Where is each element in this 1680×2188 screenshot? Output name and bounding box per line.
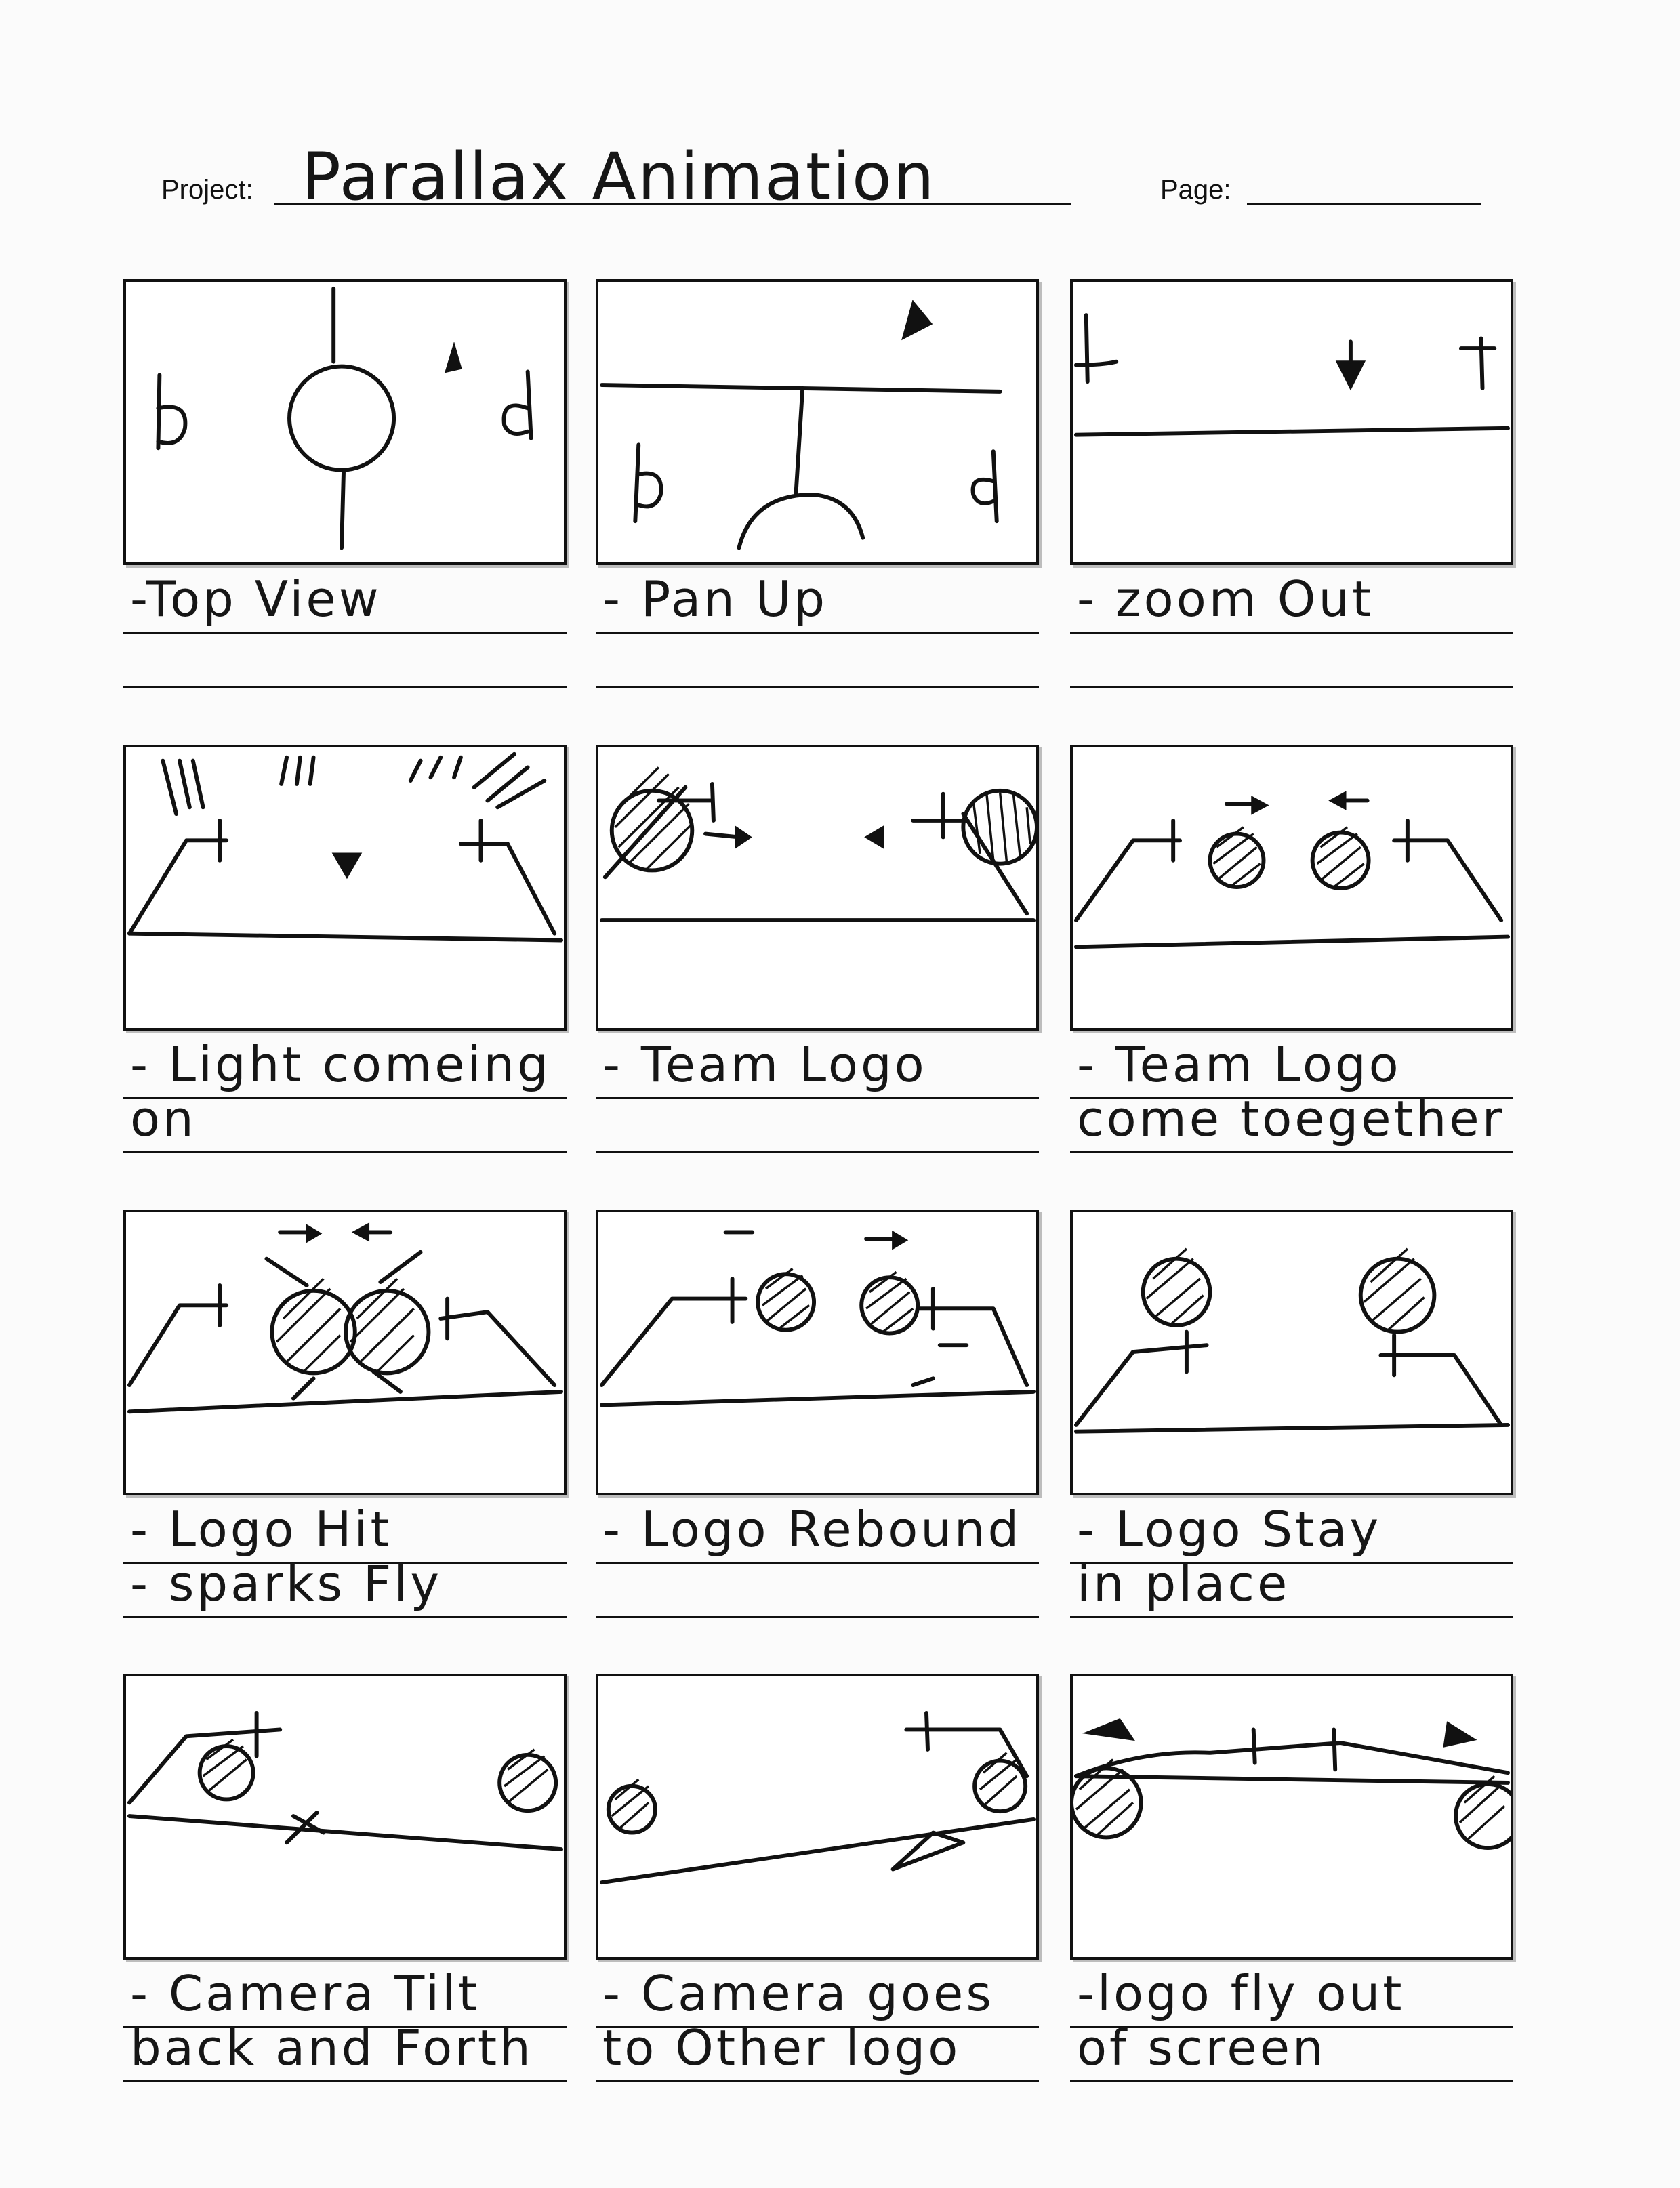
caption-line-1: - Logo Stay	[1077, 1501, 1382, 1558]
frame-sketch	[1073, 791, 1511, 949]
storyboard-frame-2	[596, 279, 1039, 565]
frame-sketch	[127, 751, 564, 943]
frame-sketch	[599, 1711, 1036, 1885]
caption-line-2: on	[130, 1090, 197, 1147]
project-line	[274, 203, 1071, 205]
caption-rule-1	[1070, 1097, 1513, 1099]
caption-rule-2	[1070, 686, 1513, 688]
caption-rule-2	[596, 1616, 1039, 1618]
frame-caption-2: - Pan Up	[596, 571, 1039, 706]
frame-sketch	[599, 766, 1036, 923]
caption-line-2: to Other logo	[602, 2019, 961, 2076]
caption-line-1: - Pan Up	[602, 571, 828, 627]
caption-line-2: come toegether	[1077, 1090, 1505, 1147]
caption-line-1: - Team Logo	[602, 1036, 927, 1093]
project-title: Parallax Animation	[302, 139, 936, 215]
frame-caption-9: - Logo Stay in place	[1070, 1501, 1513, 1636]
caption-rule-1	[123, 1097, 567, 1099]
caption-rule-1	[123, 1562, 567, 1564]
frame-sketch	[127, 1222, 564, 1414]
frame-sketch	[599, 300, 1002, 550]
page-label: Page:	[1160, 175, 1231, 205]
caption-line-1: - Camera Tilt	[130, 1965, 480, 2022]
caption-rule-1	[596, 1562, 1039, 1564]
frame-sketch	[156, 286, 533, 550]
frame-sketch	[1073, 1247, 1511, 1434]
storyboard-frame-5	[596, 745, 1039, 1031]
caption-line-2: - sparks Fly	[130, 1555, 442, 1612]
caption-line-1: - Camera goes	[602, 1965, 994, 2022]
caption-line-1: - Team Logo	[1077, 1036, 1401, 1093]
caption-rule-2	[123, 1616, 567, 1618]
frame-caption-12: -logo fly out of screen	[1070, 1965, 1513, 2101]
caption-rule-2	[596, 1151, 1039, 1153]
frame-caption-10: - Camera Tilt back and Forth	[123, 1965, 567, 2101]
frame-sketch	[1073, 1718, 1511, 1851]
storyboard-frame-6	[1070, 745, 1513, 1031]
frame-caption-7: - Logo Hit - sparks Fly	[123, 1501, 567, 1636]
storyboard-frame-11	[596, 1674, 1039, 1960]
frame-caption-5: - Team Logo	[596, 1036, 1039, 1172]
caption-rule-1	[596, 1097, 1039, 1099]
storyboard-frame-3	[1070, 279, 1513, 565]
caption-line-2: in place	[1077, 1555, 1290, 1612]
caption-rule-1	[123, 2026, 567, 2028]
storyboard-frame-8	[596, 1210, 1039, 1495]
frame-caption-6: - Team Logo come toegether	[1070, 1036, 1513, 1172]
caption-rule-2	[123, 1151, 567, 1153]
storyboard-frame-12	[1070, 1674, 1513, 1960]
frame-caption-8: - Logo Rebound	[596, 1501, 1039, 1636]
frame-caption-1: -Top View	[123, 571, 567, 706]
page-line	[1247, 203, 1481, 205]
caption-rule-2	[123, 686, 567, 688]
caption-rule-2	[1070, 1616, 1513, 1618]
frame-caption-11: - Camera goes to Other logo	[596, 1965, 1039, 2101]
storyboard-frame-9	[1070, 1210, 1513, 1495]
caption-rule-1	[596, 632, 1039, 634]
frame-caption-4: - Light comeing on	[123, 1036, 567, 1172]
storyboard-frame-1	[123, 279, 567, 565]
storyboard-frame-4	[123, 745, 567, 1031]
caption-rule-1	[1070, 632, 1513, 634]
caption-rule-2	[1070, 2080, 1513, 2082]
caption-line-1: - Logo Rebound	[602, 1501, 1022, 1558]
storyboard-frame-10	[123, 1674, 567, 1960]
caption-line-1: -Top View	[130, 571, 382, 627]
caption-rule-2	[123, 2080, 567, 2082]
caption-line-1: - Light comeing	[130, 1036, 551, 1093]
caption-rule-2	[1070, 1151, 1513, 1153]
frame-sketch	[1073, 313, 1511, 437]
caption-line-2: back and Forth	[130, 2019, 533, 2076]
caption-rule-1	[1070, 1562, 1513, 1564]
caption-line-1: -logo fly out	[1077, 1965, 1405, 2022]
caption-rule-1	[596, 2026, 1039, 2028]
caption-rule-2	[596, 2080, 1039, 2082]
caption-line-1: - zoom Out	[1077, 571, 1374, 627]
caption-rule-2	[596, 686, 1039, 688]
frame-sketch	[127, 1711, 564, 1852]
storyboard-frame-7	[123, 1210, 567, 1495]
caption-line-1: - Logo Hit	[130, 1501, 392, 1558]
caption-line-2: of screen	[1077, 2019, 1326, 2076]
frame-caption-3: - zoom Out	[1070, 571, 1513, 706]
project-label: Project:	[161, 175, 253, 205]
caption-rule-1	[1070, 2026, 1513, 2028]
caption-rule-1	[123, 632, 567, 634]
frame-sketch	[599, 1230, 1036, 1407]
